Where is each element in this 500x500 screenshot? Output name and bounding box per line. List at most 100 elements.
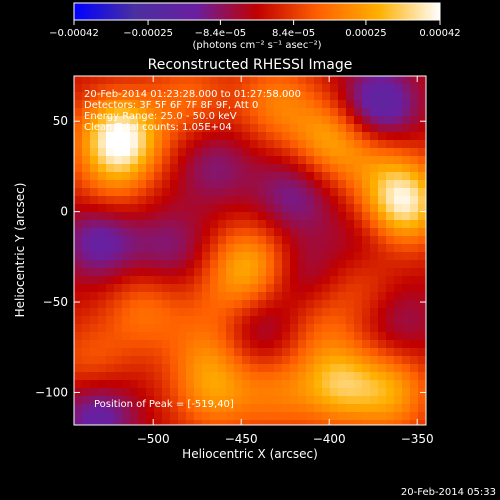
- heatmap-cell: [186, 268, 194, 276]
- heatmap-cell: [410, 172, 418, 180]
- heatmap-cell: [202, 100, 210, 108]
- heatmap-cell: [354, 420, 362, 425]
- heatmap-cell: [154, 260, 162, 268]
- heatmap-cell: [402, 204, 410, 212]
- heatmap-cell: [386, 332, 394, 340]
- heatmap-cell: [322, 404, 330, 412]
- heatmap-cell: [130, 244, 138, 252]
- heatmap-cell: [74, 164, 82, 172]
- heatmap-cell: [82, 372, 90, 380]
- heatmap-cell: [186, 204, 194, 212]
- heatmap-cell: [338, 76, 346, 84]
- heatmap-cell: [274, 380, 282, 388]
- heatmap-cell: [394, 172, 402, 180]
- heatmap-cell: [138, 276, 146, 284]
- heatmap-cell: [250, 164, 258, 172]
- heatmap-cell: [130, 396, 138, 404]
- heatmap-cell: [154, 300, 162, 308]
- heatmap-cell: [178, 372, 186, 380]
- heatmap-cell: [210, 356, 218, 364]
- heatmap-cell: [394, 180, 402, 188]
- heatmap-cell: [186, 148, 194, 156]
- heatmap-cell: [114, 92, 122, 100]
- heatmap-cell: [98, 124, 106, 132]
- heatmap-cell: [298, 308, 306, 316]
- heatmap-cell: [370, 180, 378, 188]
- heatmap-cell: [162, 420, 170, 425]
- heatmap-cell: [282, 308, 290, 316]
- heatmap-cell: [418, 100, 426, 108]
- heatmap-cell: [194, 172, 202, 180]
- heatmap-cell: [186, 404, 194, 412]
- heatmap-cell: [362, 204, 370, 212]
- heatmap-cell: [74, 132, 82, 140]
- heatmap-cell: [386, 228, 394, 236]
- heatmap-cell: [194, 332, 202, 340]
- heatmap-cell: [378, 340, 386, 348]
- heatmap-cell: [306, 228, 314, 236]
- heatmap-cell: [386, 132, 394, 140]
- heatmap-cell: [298, 172, 306, 180]
- heatmap-cell: [202, 252, 210, 260]
- heatmap-cell: [122, 172, 130, 180]
- heatmap-cell: [90, 284, 98, 292]
- heatmap-cell: [242, 108, 250, 116]
- annotation-text: 20-Feb-2014 01:23:28.000 to 01:27:58.000: [84, 89, 301, 100]
- heatmap-cell: [106, 108, 114, 116]
- heatmap-cell: [378, 316, 386, 324]
- heatmap-cell: [330, 164, 338, 172]
- heatmap-cell: [178, 284, 186, 292]
- heatmap-cell: [130, 284, 138, 292]
- heatmap-cell: [146, 204, 154, 212]
- heatmap-cell: [266, 140, 274, 148]
- heatmap-cell: [282, 108, 290, 116]
- heatmap-cell: [146, 284, 154, 292]
- heatmap-cell: [154, 364, 162, 372]
- heatmap-cell: [146, 412, 154, 420]
- heatmap-cell: [178, 404, 186, 412]
- heatmap-cell: [394, 348, 402, 356]
- heatmap-cell: [170, 228, 178, 236]
- heatmap-cell: [130, 196, 138, 204]
- heatmap-cell: [90, 260, 98, 268]
- heatmap-cell: [146, 108, 154, 116]
- heatmap-cell: [74, 420, 82, 425]
- heatmap-cell: [282, 324, 290, 332]
- heatmap-cell: [154, 340, 162, 348]
- heatmap-cell: [74, 340, 82, 348]
- heatmap-cell: [378, 220, 386, 228]
- heatmap-cell: [370, 364, 378, 372]
- heatmap-cell: [234, 420, 242, 425]
- heatmap-cell: [330, 252, 338, 260]
- heatmap-cell: [186, 364, 194, 372]
- heatmap-cell: [98, 300, 106, 308]
- heatmap-cell: [314, 404, 322, 412]
- heatmap-cell: [410, 324, 418, 332]
- heatmap-cell: [378, 108, 386, 116]
- heatmap-cell: [146, 316, 154, 324]
- heatmap-cell: [162, 204, 170, 212]
- heatmap-cell: [330, 84, 338, 92]
- heatmap-cell: [378, 132, 386, 140]
- heatmap-cell: [386, 172, 394, 180]
- heatmap-cell: [114, 300, 122, 308]
- heatmap-cell: [250, 156, 258, 164]
- heatmap-cell: [242, 140, 250, 148]
- heatmap-cell: [418, 404, 426, 412]
- heatmap-cell: [130, 108, 138, 116]
- heatmap-cell: [74, 252, 82, 260]
- heatmap-cell: [378, 356, 386, 364]
- heatmap-cell: [162, 388, 170, 396]
- heatmap-cell: [122, 316, 130, 324]
- heatmap-cell: [290, 260, 298, 268]
- heatmap-cell: [346, 196, 354, 204]
- heatmap-cell: [378, 268, 386, 276]
- heatmap-cell: [298, 92, 306, 100]
- heatmap-cell: [418, 324, 426, 332]
- heatmap-cell: [322, 356, 330, 364]
- heatmap-cell: [338, 332, 346, 340]
- heatmap-cell: [194, 188, 202, 196]
- heatmap-cell: [210, 300, 218, 308]
- heatmap-cell: [170, 420, 178, 425]
- heatmap-cell: [162, 308, 170, 316]
